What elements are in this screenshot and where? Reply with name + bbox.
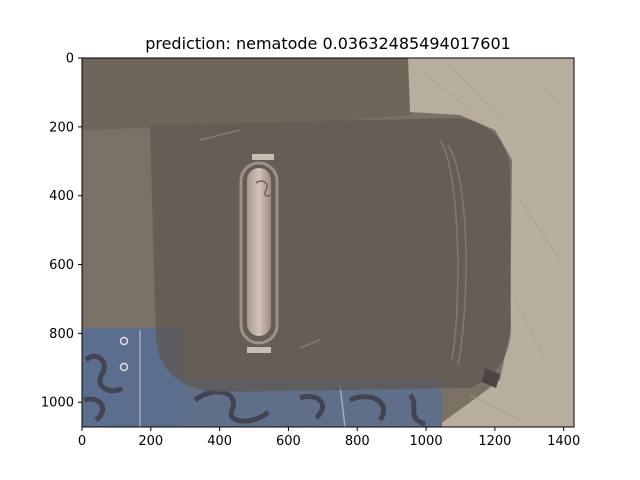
wall-texture — [419, 64, 571, 421]
y-tick-label: 600 — [49, 258, 74, 273]
strap-logo-icon — [255, 180, 273, 197]
x-tick-label: 0 — [78, 434, 86, 449]
y-tick-label: 1000 — [41, 396, 74, 411]
x-tick-label: 1400 — [547, 434, 580, 449]
strap — [247, 168, 271, 336]
y-tick-label: 0 — [66, 52, 74, 67]
x-tick-label: 400 — [207, 434, 232, 449]
strap-top-clip — [252, 154, 274, 160]
x-axis: 0 200 400 600 800 1000 1200 1400 — [78, 427, 580, 449]
image-plot — [82, 58, 574, 427]
y-tick-label: 400 — [49, 189, 74, 204]
y-tick-label: 800 — [49, 327, 74, 342]
backpack-body — [150, 118, 511, 392]
x-tick-label: 200 — [138, 434, 163, 449]
x-tick-label: 1200 — [478, 434, 511, 449]
backpack-tab — [482, 368, 500, 388]
chart-title: prediction: nematode 0.03632485494017601 — [145, 34, 511, 53]
y-tick-label: 200 — [49, 120, 74, 135]
backpack-seams — [199, 129, 467, 366]
x-tick-label: 800 — [345, 434, 370, 449]
x-tick-label: 600 — [276, 434, 301, 449]
plot-frame — [81, 57, 575, 428]
backpack-top — [82, 58, 410, 130]
strap-outline — [239, 161, 279, 345]
strap-bottom-clip — [247, 347, 271, 353]
y-axis: 0 200 400 600 800 1000 — [41, 52, 82, 411]
x-tick-label: 1000 — [410, 434, 443, 449]
